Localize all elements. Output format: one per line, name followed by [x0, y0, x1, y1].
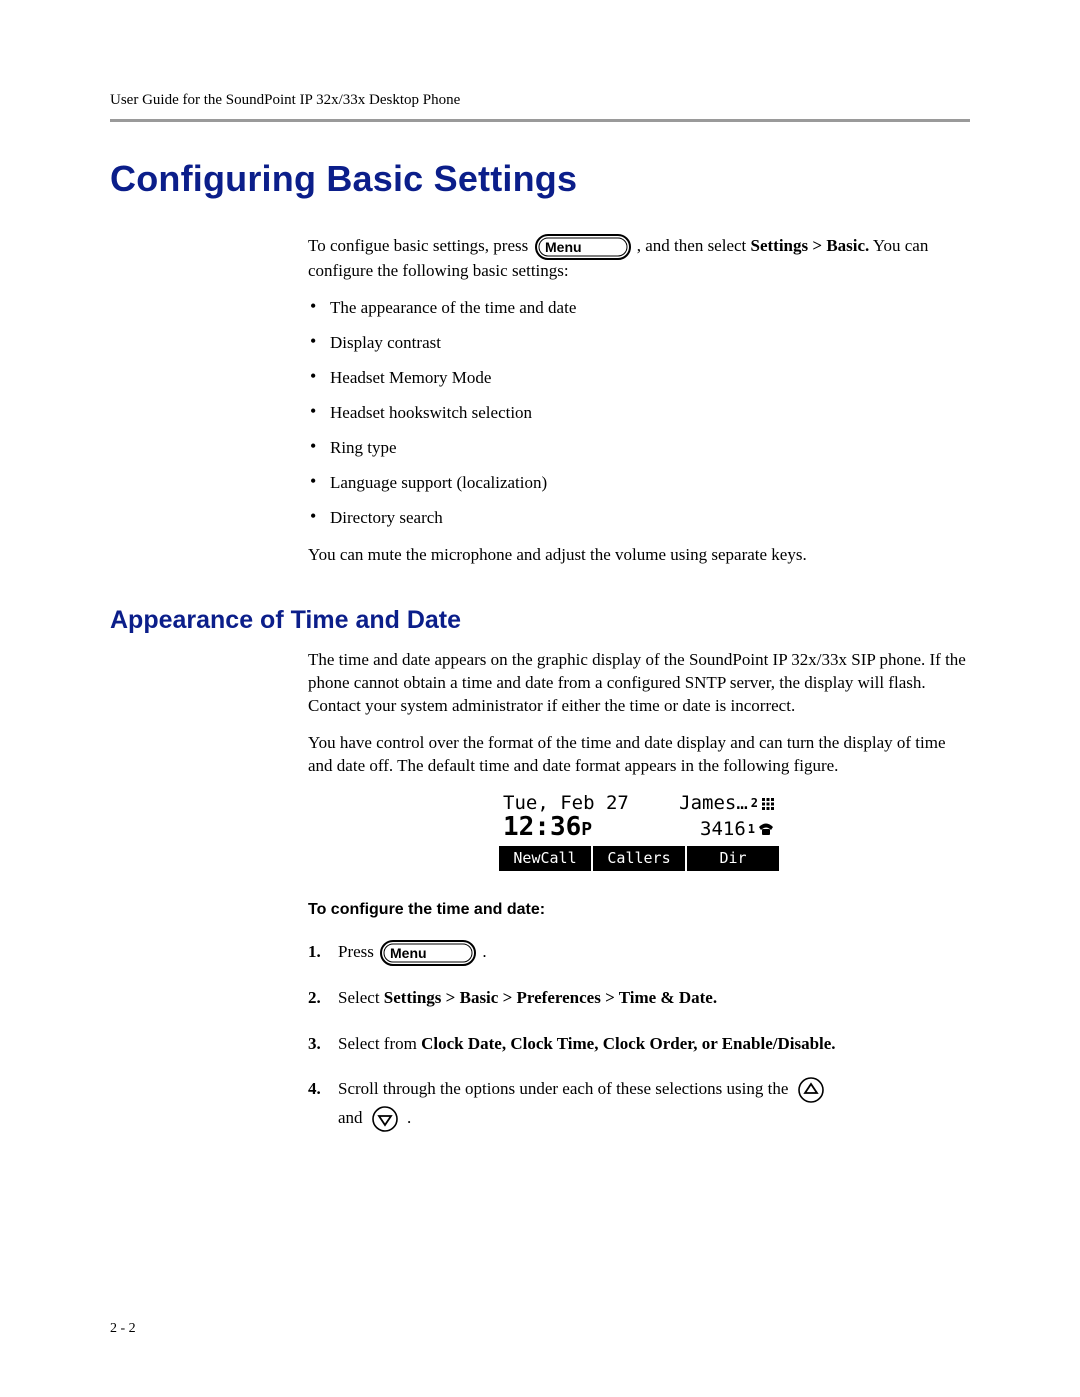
time-date-p2: You have control over the format of the … — [308, 732, 970, 778]
bullet-item: Headset Memory Mode — [308, 367, 970, 390]
time-date-p1: The time and date appears on the graphic… — [308, 649, 970, 718]
step3-pre: Select from — [338, 1034, 421, 1053]
header-rule — [110, 119, 970, 122]
phone-icon — [757, 819, 775, 840]
bullet-list: The appearance of the time and date Disp… — [308, 297, 970, 530]
bullet-item: Ring type — [308, 437, 970, 460]
bullet-item: Language support (localization) — [308, 472, 970, 495]
lcd-ext: 3416 — [700, 819, 746, 840]
bullet-item: Headset hookswitch selection — [308, 402, 970, 425]
step3-bold: Clock Date, Clock Time, Clock Order, or … — [421, 1034, 835, 1053]
lcd-name-sup: 2 — [751, 796, 758, 810]
running-head: User Guide for the SoundPoint IP 32x/33x… — [110, 92, 970, 109]
lcd-figure: Tue, Feb 27 James…2 — [308, 792, 970, 871]
intro-paragraph: To configue basic settings, press Menu ,… — [308, 234, 970, 283]
intro-pre: To configue basic settings, press — [308, 236, 528, 255]
intro-block: To configue basic settings, press Menu ,… — [308, 234, 970, 566]
procedure-heading: To configure the time and date: — [308, 899, 970, 921]
step4-pre: Scroll through the options under each of… — [338, 1079, 793, 1098]
down-arrow-key-icon — [371, 1105, 399, 1133]
keypad-icon — [761, 792, 775, 815]
lcd-time-suffix: P — [581, 819, 592, 840]
lcd-ext-sup: 1 — [748, 823, 755, 836]
step4-mid: and — [338, 1108, 367, 1127]
step-2: Select Settings > Basic > Preferences > … — [308, 984, 970, 1011]
step2-bold: Settings > Basic > Preferences > Time & … — [384, 988, 717, 1007]
step-1: Press Menu . — [308, 938, 970, 966]
page: User Guide for the SoundPoint IP 32x/33x… — [0, 0, 1080, 1397]
step1-pre: Press — [338, 942, 378, 961]
intro-tail: You can mute the microphone and adjust t… — [308, 544, 970, 567]
up-arrow-key-icon — [797, 1076, 825, 1104]
lcd-name: James… — [679, 792, 748, 815]
softkey-newcall: NewCall — [499, 846, 593, 871]
bullet-item: Display contrast — [308, 332, 970, 355]
steps-list: Press Menu . Select Settings > Basic > P… — [308, 938, 970, 1133]
menu-key-label: Menu — [390, 945, 427, 961]
lcd-screen: Tue, Feb 27 James…2 — [499, 792, 779, 871]
lcd-softkeys: NewCall Callers Dir — [499, 846, 779, 871]
step2-pre: Select — [338, 988, 384, 1007]
step-4: Scroll through the options under each of… — [308, 1075, 970, 1133]
menu-key-icon: Menu — [380, 940, 476, 966]
step1-post: . — [482, 942, 486, 961]
lcd-time: 12:36 — [503, 812, 581, 842]
intro-post1: , and then select — [637, 236, 751, 255]
page-number: 2 - 2 — [110, 1321, 136, 1337]
step-3: Select from Clock Date, Clock Time, Cloc… — [308, 1030, 970, 1057]
menu-key-icon: Menu — [535, 234, 631, 260]
h1-configuring-basic-settings: Configuring Basic Settings — [110, 158, 970, 200]
bullet-item: The appearance of the time and date — [308, 297, 970, 320]
intro-settings-path: Settings > Basic. — [751, 236, 870, 255]
step4-post: . — [407, 1108, 411, 1127]
menu-key-label: Menu — [545, 239, 582, 255]
h2-appearance-time-date: Appearance of Time and Date — [110, 606, 970, 635]
time-date-block: The time and date appears on the graphic… — [308, 649, 970, 1133]
bullet-item: Directory search — [308, 507, 970, 530]
softkey-callers: Callers — [593, 846, 687, 871]
softkey-dir: Dir — [687, 846, 779, 871]
